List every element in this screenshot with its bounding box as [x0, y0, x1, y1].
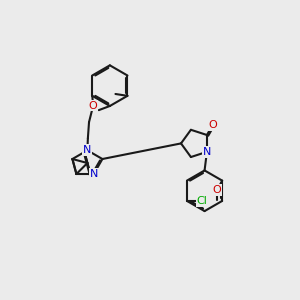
- Text: N: N: [203, 147, 211, 157]
- Text: N: N: [83, 145, 92, 155]
- Text: O: O: [213, 185, 221, 195]
- Text: Cl: Cl: [196, 196, 207, 206]
- Text: N: N: [90, 169, 98, 179]
- Text: O: O: [208, 120, 217, 130]
- Text: O: O: [89, 100, 98, 110]
